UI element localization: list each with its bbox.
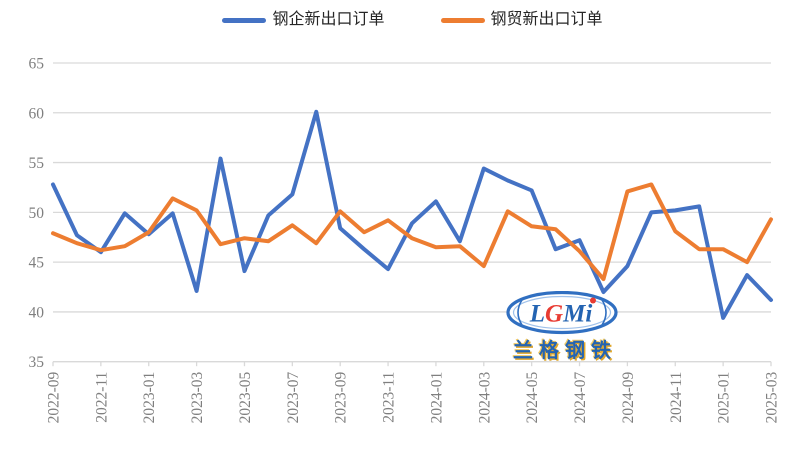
watermark: LGMi 兰格钢铁 (499, 290, 625, 362)
x-tick-label-2025-01: 2025-01 (716, 372, 733, 424)
logo-ellipse-outer (506, 290, 618, 335)
y-tick-label-65: 65 (29, 56, 45, 73)
x-tick-label-2024-03: 2024-03 (476, 371, 493, 423)
legend-swatch-1 (440, 17, 485, 23)
y-tick-label-55: 55 (29, 155, 45, 172)
x-tick-label-2025-03: 2025-03 (764, 371, 781, 423)
series-line-1 (51, 182, 773, 282)
x-tick-label-2023-01: 2023-01 (141, 372, 158, 424)
y-tick-label-40: 40 (29, 304, 45, 321)
x-tick-label-2022-11: 2022-11 (93, 372, 110, 423)
x-tick-label-2023-05: 2023-05 (237, 371, 254, 423)
series-line-0 (51, 109, 773, 320)
x-tick-label-2023-11: 2023-11 (381, 372, 398, 423)
logo-left-arc (517, 299, 523, 326)
lgmi-logo: LGMi (506, 290, 618, 335)
y-tick-label-35: 35 (29, 354, 45, 371)
logo-letters: LGMi (529, 301, 593, 328)
logo-ellipse-inner (512, 295, 612, 330)
legend-label-steel-enterprise: 钢企新出口订单 (272, 11, 385, 28)
x-tick-label-2024-05: 2024-05 (524, 371, 541, 423)
y-tick-label-45: 45 (29, 255, 45, 272)
legend-item-steel-enterprise: 钢企新出口订单 (222, 11, 385, 28)
legend-swatch-0 (222, 17, 267, 23)
y-tick-label-50: 50 (29, 205, 45, 222)
x-tick-label-2023-07: 2023-07 (285, 371, 302, 423)
x-tick-label-2023-03: 2023-03 (189, 371, 206, 423)
x-tick-label-2024-07: 2024-07 (572, 371, 589, 423)
legend-item-steel-trade: 钢贸新出口订单 (440, 11, 603, 28)
x-tick-label-2024-11: 2024-11 (668, 372, 685, 423)
chart-legend: 钢企新出口订单 钢贸新出口订单 (0, 12, 789, 28)
y-tick-label-60: 60 (29, 105, 45, 122)
legend-label-steel-trade: 钢贸新出口订单 (490, 11, 603, 28)
logo-i-dot (590, 297, 596, 304)
watermark-company-name: 兰格钢铁 (513, 340, 617, 362)
x-tick-label-2024-09: 2024-09 (620, 371, 637, 423)
x-tick-label-2022-09: 2022-09 (46, 371, 63, 423)
x-tick-label-2023-09: 2023-09 (333, 371, 350, 423)
x-tick-label-2024-01: 2024-01 (428, 372, 445, 424)
logo-right-arc (601, 299, 607, 326)
